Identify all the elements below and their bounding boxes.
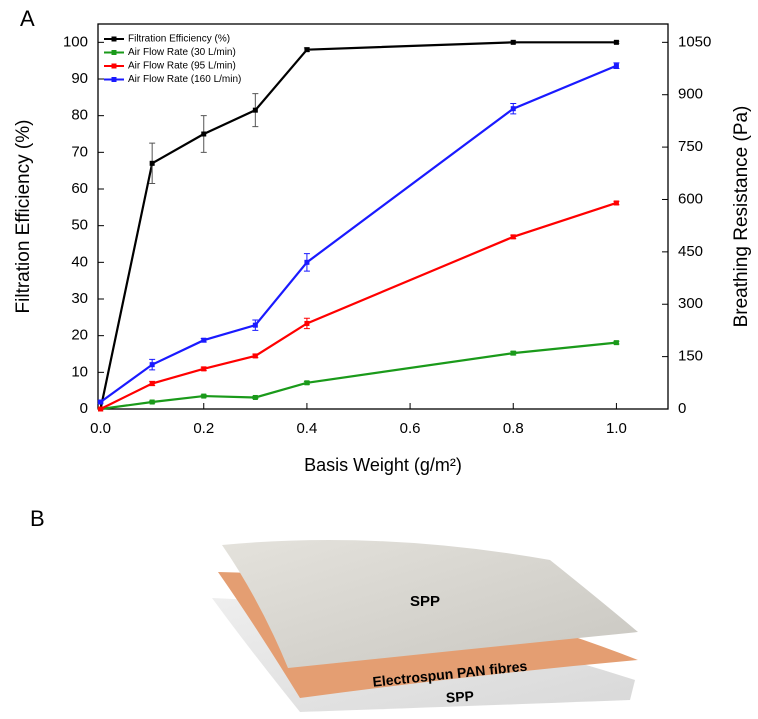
legend-label: Air Flow Rate (95 L/min) <box>128 61 236 72</box>
marker <box>613 39 619 45</box>
marker <box>510 350 516 356</box>
marker <box>201 337 207 343</box>
y2-tick-label: 600 <box>678 190 703 207</box>
marker <box>304 320 310 326</box>
marker <box>510 106 516 112</box>
y2-tick-label: 1050 <box>678 33 711 50</box>
marker <box>149 381 155 387</box>
legend-marker <box>111 50 117 55</box>
series-line <box>100 201 617 410</box>
x-tick-label: 0.0 <box>90 420 111 437</box>
legend-label: Filtration Efficiency (%) <box>128 34 230 45</box>
y2-tick-label: 0 <box>678 400 686 417</box>
y-tick-label: 30 <box>71 290 88 307</box>
panel-label: A <box>20 6 35 31</box>
marker <box>201 393 207 399</box>
marker <box>252 394 258 400</box>
marker <box>304 47 310 53</box>
marker <box>510 234 516 240</box>
y-tick-label: 100 <box>63 33 88 50</box>
marker <box>149 399 155 405</box>
y2-tick-label: 750 <box>678 138 703 155</box>
plot-frame <box>97 23 669 410</box>
marker <box>252 353 258 359</box>
top-layer <box>222 540 638 668</box>
x-tick-label: 0.2 <box>193 420 214 437</box>
y2-tick-label: 300 <box>678 295 703 312</box>
y-tick-label: 0 <box>80 400 88 417</box>
legend-label: Air Flow Rate (160 L/min) <box>128 74 241 85</box>
y-tick-label: 60 <box>71 180 88 197</box>
marker <box>613 200 619 206</box>
y-axis-label: Filtration Efficiency (%) <box>13 120 34 314</box>
marker <box>510 39 516 45</box>
marker <box>304 259 310 265</box>
y-tick-label: 10 <box>71 363 88 380</box>
legend-marker <box>111 77 117 82</box>
y-tick-label: 50 <box>71 217 88 234</box>
legend-marker <box>111 63 117 69</box>
x-tick-label: 0.6 <box>400 420 421 437</box>
y2-tick-label: 450 <box>678 243 703 260</box>
legend-marker <box>111 36 117 42</box>
marker <box>252 322 258 328</box>
marker <box>201 366 207 372</box>
y2-tick-label: 150 <box>678 348 703 365</box>
y2-axis-label: Breathing Resistance (Pa) <box>731 106 752 328</box>
y-tick-label: 80 <box>71 107 88 124</box>
y-tick-label: 20 <box>71 327 88 344</box>
y-tick-label: 90 <box>71 70 88 87</box>
x-tick-label: 1.0 <box>606 420 627 437</box>
marker <box>613 340 619 346</box>
x-tick-label: 0.4 <box>296 420 317 437</box>
legend-label: Air Flow Rate (30 L/min) <box>128 47 236 58</box>
y-tick-label: 40 <box>71 253 88 270</box>
marker <box>149 362 155 368</box>
marker <box>98 399 104 405</box>
layer-diagram: SPP Electrospun PAN fibres SPP <box>212 540 638 712</box>
marker <box>304 380 310 386</box>
layer-label: SPP <box>410 593 440 610</box>
marker <box>613 63 619 69</box>
marker <box>252 107 258 113</box>
layer-label: SPP <box>445 688 474 706</box>
panel-label: B <box>30 506 45 531</box>
marker <box>149 160 155 166</box>
x-tick-label: 0.8 <box>503 420 524 437</box>
y-tick-label: 70 <box>71 143 88 160</box>
marker <box>201 131 207 137</box>
plot: 0.0 0.2 0.4 0.6 0.8 1.0 0 10 20 30 40 50 60 70 80 90 100… <box>13 23 752 475</box>
y2-tick-label: 900 <box>678 86 703 103</box>
marker <box>98 406 104 412</box>
x-axis-label: Basis Weight (g/m²) <box>304 455 462 475</box>
